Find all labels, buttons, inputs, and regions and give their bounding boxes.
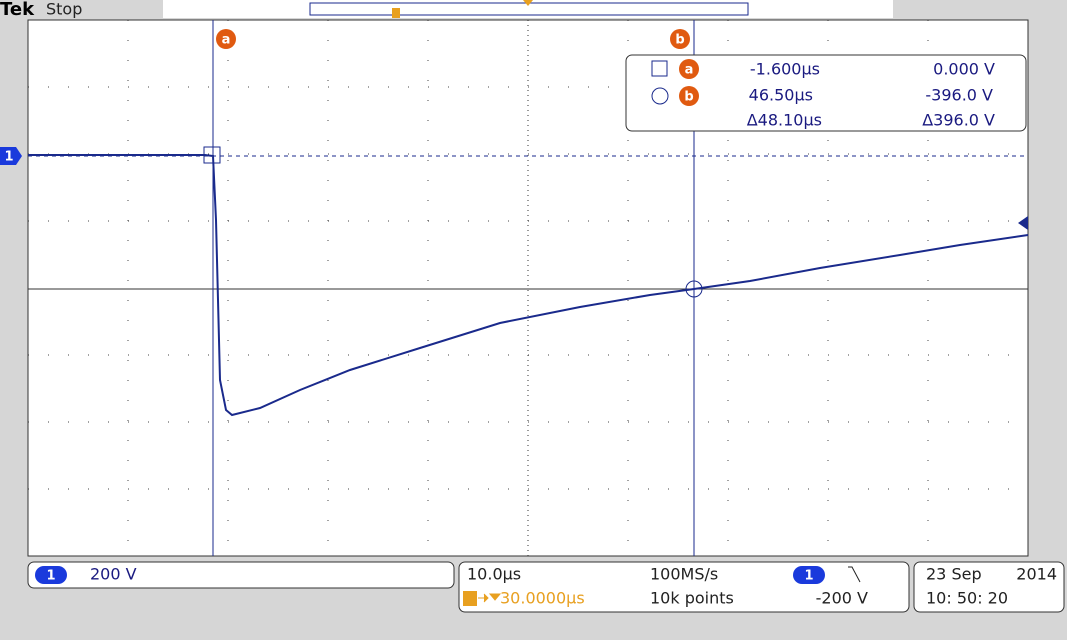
- date-day: 23 Sep: [926, 565, 982, 584]
- readout-b-icon: [651, 87, 669, 105]
- readout-a-icon: [651, 60, 668, 77]
- trigger-source: 1: [804, 569, 813, 584]
- cursor-a-marker: [203, 146, 221, 164]
- grid: [28, 20, 1028, 556]
- readout-a-badge: [679, 59, 699, 79]
- clock: 10: 50: 20: [926, 589, 1008, 608]
- record-view: [163, 0, 893, 18]
- waveform: [28, 154, 1029, 417]
- trigger-position-icon: [392, 8, 400, 18]
- cursor-a-label: a: [222, 33, 231, 48]
- channel-number: 1: [46, 569, 55, 584]
- readout-a-label: a: [685, 63, 694, 78]
- slope-icon: [848, 566, 861, 583]
- ground-marker: [0, 147, 22, 165]
- date-box: [913, 561, 1065, 613]
- channel-box[interactable]: [27, 561, 455, 589]
- readout-b-badge: [679, 86, 699, 106]
- brand: Tek: [0, 0, 35, 20]
- channel-scale: 200 V: [90, 565, 137, 584]
- trigger-icon: [463, 591, 477, 606]
- status: Stop: [46, 0, 82, 19]
- channel-badge: [35, 566, 67, 584]
- readout-b-time: 46.50µs: [749, 86, 813, 105]
- readout-delta-value: Δ396.0 V: [922, 111, 995, 130]
- readout-a-time: -1.600µs: [750, 60, 820, 79]
- trigger-source-badge: [793, 566, 825, 584]
- trigger-level-marker: [1018, 216, 1028, 230]
- sample-rate: 100MS/s: [650, 565, 718, 584]
- timebase-position: 30.0000µs: [500, 589, 585, 608]
- timebase-scale: 10.0µs: [467, 565, 521, 584]
- date-year: 2014: [1016, 565, 1057, 584]
- cursor-b-label: b: [675, 33, 684, 48]
- readout-a-value: 0.000 V: [933, 60, 995, 79]
- cursor-b-marker: [685, 280, 703, 298]
- cursor-readout: [625, 54, 1027, 132]
- expansion-point: [523, 0, 533, 6]
- ground-marker-label: 1: [4, 150, 13, 165]
- cursor-a-badge: [216, 29, 236, 49]
- readout-delta-time: Δ48.10µs: [747, 111, 822, 130]
- readout-b-label: b: [684, 90, 693, 105]
- trigger-level: -200 V: [816, 589, 868, 608]
- readout-b-value: -396.0 V: [925, 86, 993, 105]
- cursor-b-badge: [670, 29, 690, 49]
- position-arrow: [478, 593, 502, 603]
- record-length: 10k points: [650, 589, 734, 608]
